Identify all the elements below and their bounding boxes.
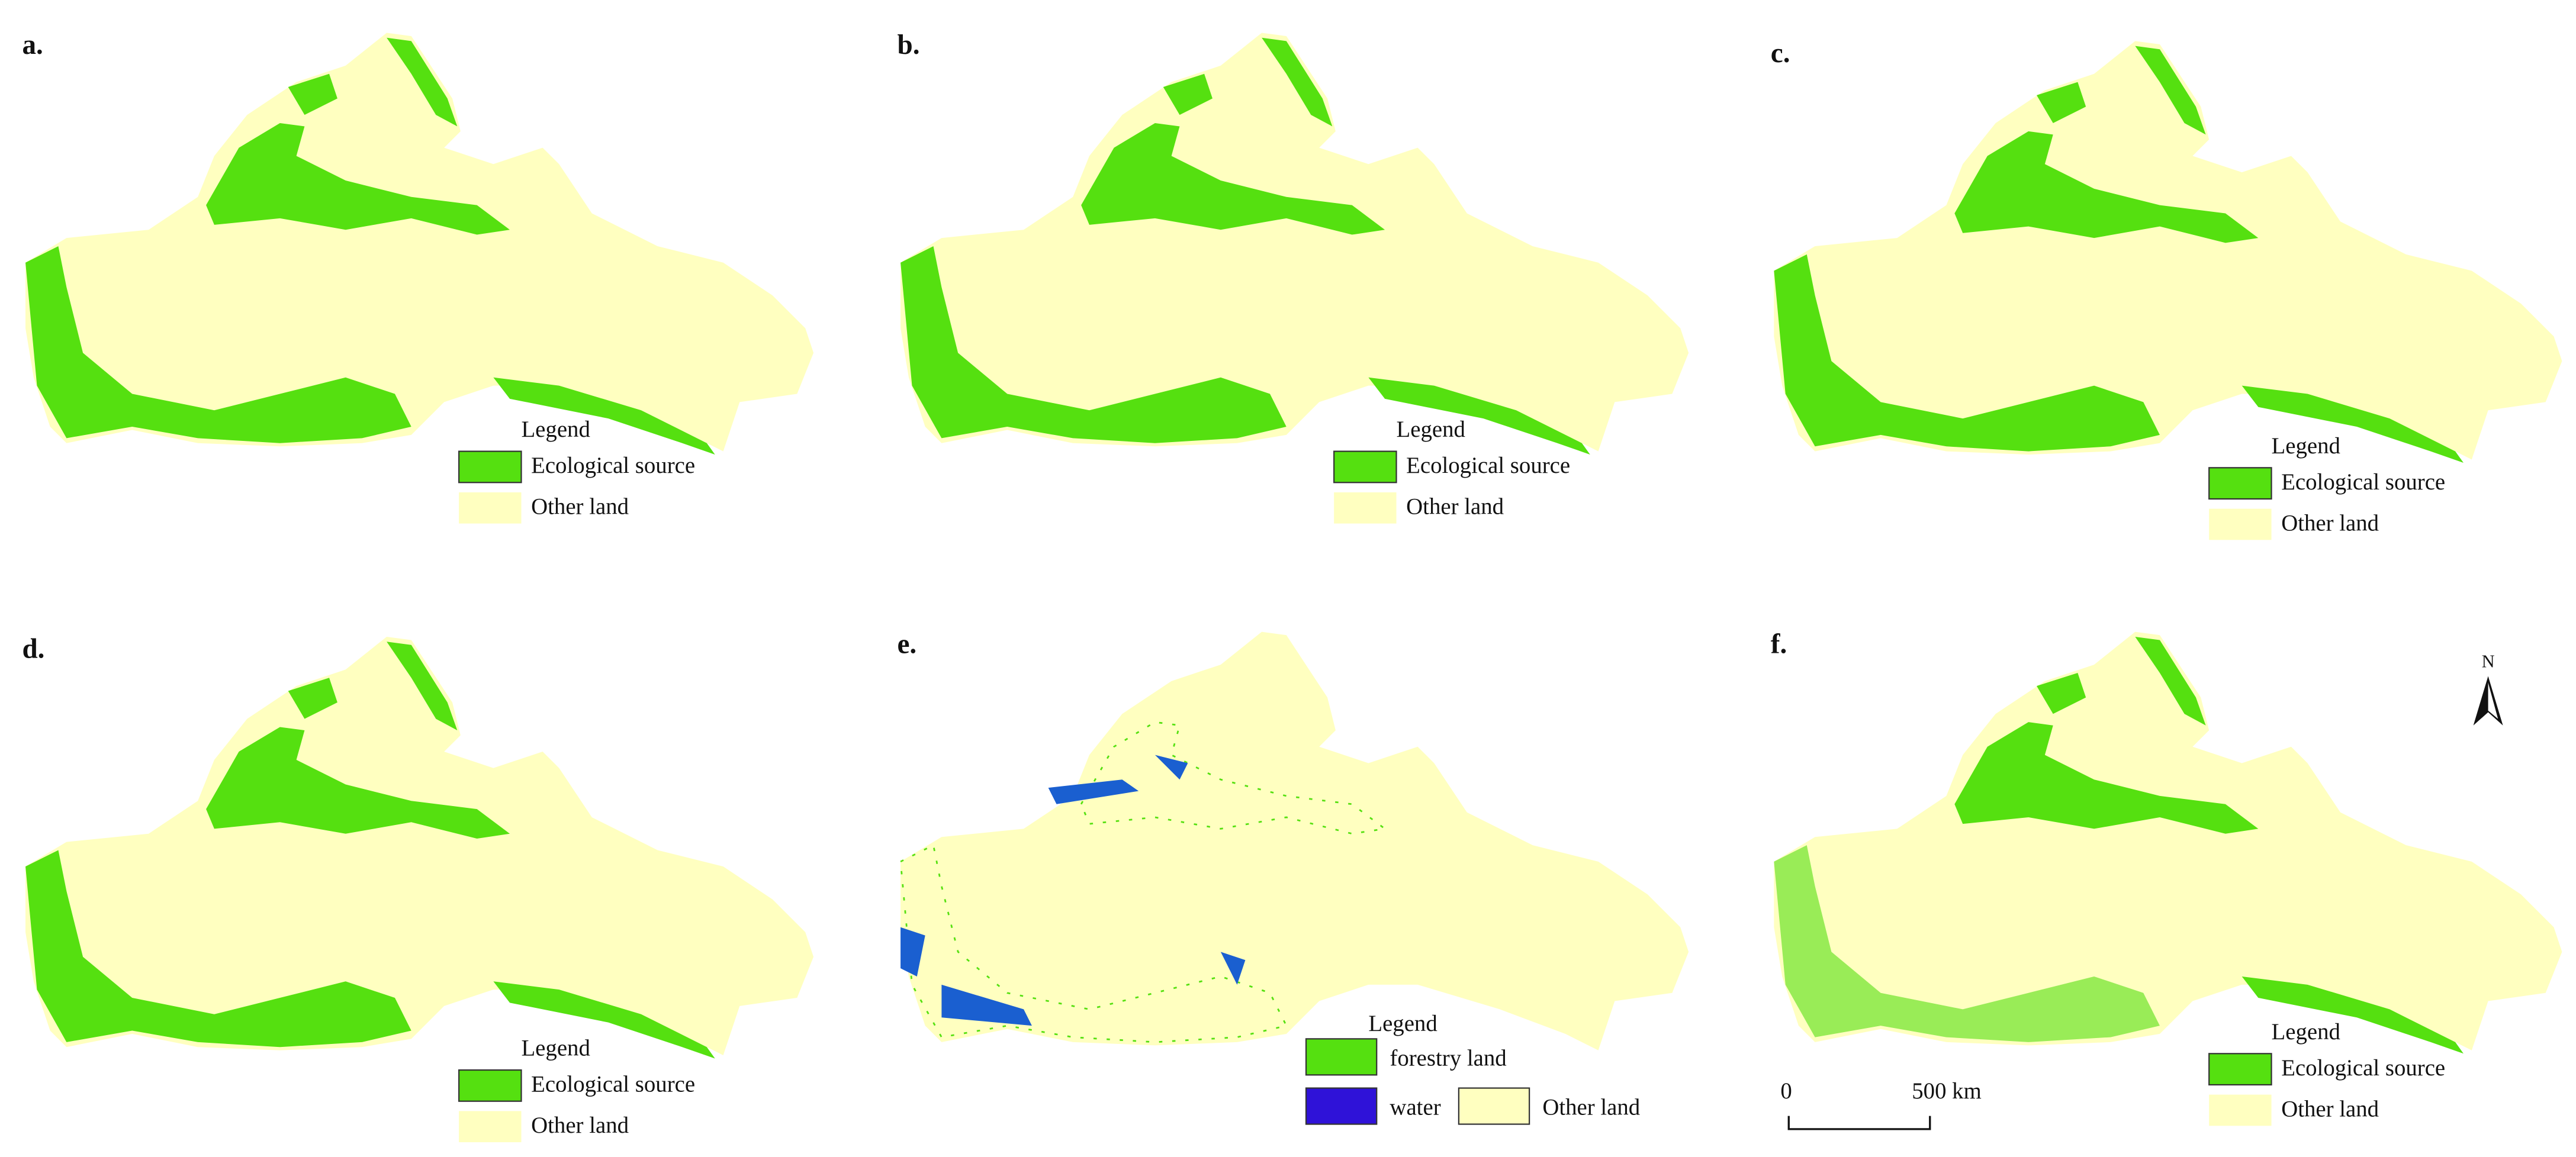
land-area bbox=[1774, 41, 2562, 460]
legend-swatch bbox=[459, 1111, 522, 1143]
legend-item: forestry land bbox=[1390, 1045, 1506, 1071]
legend-title: Legend bbox=[1368, 1011, 1437, 1036]
legend-item: Ecological source bbox=[2281, 469, 2445, 495]
panel-label: a. bbox=[22, 30, 43, 60]
map-panel bbox=[901, 33, 1689, 455]
legend-swatch bbox=[2209, 508, 2272, 540]
legend-title: Legend bbox=[521, 1036, 590, 1061]
land-area bbox=[25, 33, 814, 452]
ecological-patch bbox=[2135, 636, 2206, 726]
ecological-patch bbox=[2135, 46, 2206, 135]
legend-swatch bbox=[458, 450, 522, 484]
legend-swatch bbox=[1305, 1087, 1378, 1125]
map-panel bbox=[899, 631, 1689, 1050]
water-patch bbox=[1048, 779, 1139, 804]
water-patch bbox=[1154, 755, 1188, 780]
panel-label: b. bbox=[898, 30, 920, 60]
legend-item: Other land bbox=[2281, 1096, 2379, 1121]
ecological-patch bbox=[1262, 37, 1333, 127]
legend-item: Ecological source bbox=[531, 453, 695, 478]
map-panel bbox=[1774, 631, 2562, 1054]
panel-label: c. bbox=[1771, 38, 1790, 69]
ecological-patch bbox=[25, 850, 411, 1048]
ecological-patch bbox=[1368, 377, 1590, 455]
ecological-patch bbox=[1954, 722, 2259, 834]
legend-swatch bbox=[459, 492, 522, 524]
ecological-patch bbox=[387, 37, 458, 127]
water-patch bbox=[941, 984, 1032, 1026]
panel-label: e. bbox=[898, 629, 917, 659]
land-area bbox=[1774, 631, 2562, 1050]
panel-label: f. bbox=[1771, 629, 1787, 659]
legend-swatch bbox=[2208, 467, 2272, 500]
legend-title: Legend bbox=[2272, 1019, 2340, 1045]
legend-item: Other land bbox=[531, 494, 629, 520]
land-area bbox=[901, 631, 1689, 1050]
legend-title: Legend bbox=[1397, 417, 1465, 442]
ecological-patch bbox=[2037, 82, 2086, 123]
land-area bbox=[25, 636, 814, 1056]
north-label: N bbox=[2482, 651, 2495, 671]
legend-swatch bbox=[2209, 1094, 2272, 1126]
map-panel bbox=[25, 636, 814, 1059]
legend-item: Ecological source bbox=[2281, 1055, 2445, 1081]
ecological-patch bbox=[901, 246, 1287, 443]
ecological-patch bbox=[2037, 672, 2086, 714]
water-patch bbox=[1220, 952, 1246, 985]
legend-swatch bbox=[1305, 1038, 1378, 1076]
legend-item: Ecological source bbox=[1406, 453, 1570, 478]
ecological-patch bbox=[206, 123, 510, 235]
ecological-patch bbox=[2241, 385, 2464, 463]
legend-title: Legend bbox=[2272, 433, 2340, 459]
ecological-patch bbox=[493, 981, 715, 1059]
land-area bbox=[901, 33, 1689, 452]
ecological-patch bbox=[2241, 976, 2464, 1054]
legend-item: Ecological source bbox=[531, 1072, 695, 1097]
map-panel bbox=[1774, 41, 2562, 463]
legend-swatch bbox=[1333, 450, 1397, 484]
water-patch bbox=[901, 927, 925, 976]
legend-swatch bbox=[1458, 1087, 1530, 1125]
legend-title: Legend bbox=[521, 417, 590, 442]
legend-item: Other land bbox=[2281, 510, 2379, 536]
ecological-patch bbox=[206, 727, 510, 839]
legend-item: Other land bbox=[1406, 494, 1504, 520]
ecological-patch bbox=[387, 642, 458, 731]
panel-label: d. bbox=[22, 634, 44, 665]
ecological-patch bbox=[1081, 123, 1385, 235]
map-panel bbox=[25, 33, 814, 455]
legend-swatch bbox=[2208, 1053, 2272, 1086]
scale-end: 500 km bbox=[1912, 1078, 1982, 1104]
legend-item: Other land bbox=[531, 1113, 629, 1138]
legend-item: water bbox=[1390, 1094, 1440, 1120]
north-arrow bbox=[2473, 676, 2503, 726]
scale-bar bbox=[1787, 1116, 1931, 1130]
ecological-patch bbox=[1774, 845, 2160, 1042]
ecological-patch bbox=[493, 377, 715, 455]
ecological-patch bbox=[1774, 254, 2160, 452]
scale-start: 0 bbox=[1780, 1078, 1792, 1104]
legend-item: Other land bbox=[1542, 1094, 1640, 1120]
legend-swatch bbox=[458, 1069, 522, 1102]
ecological-patch bbox=[25, 246, 411, 443]
ecological-patch bbox=[1954, 131, 2259, 243]
ecological-patch bbox=[288, 678, 337, 719]
legend-swatch bbox=[1334, 492, 1397, 524]
